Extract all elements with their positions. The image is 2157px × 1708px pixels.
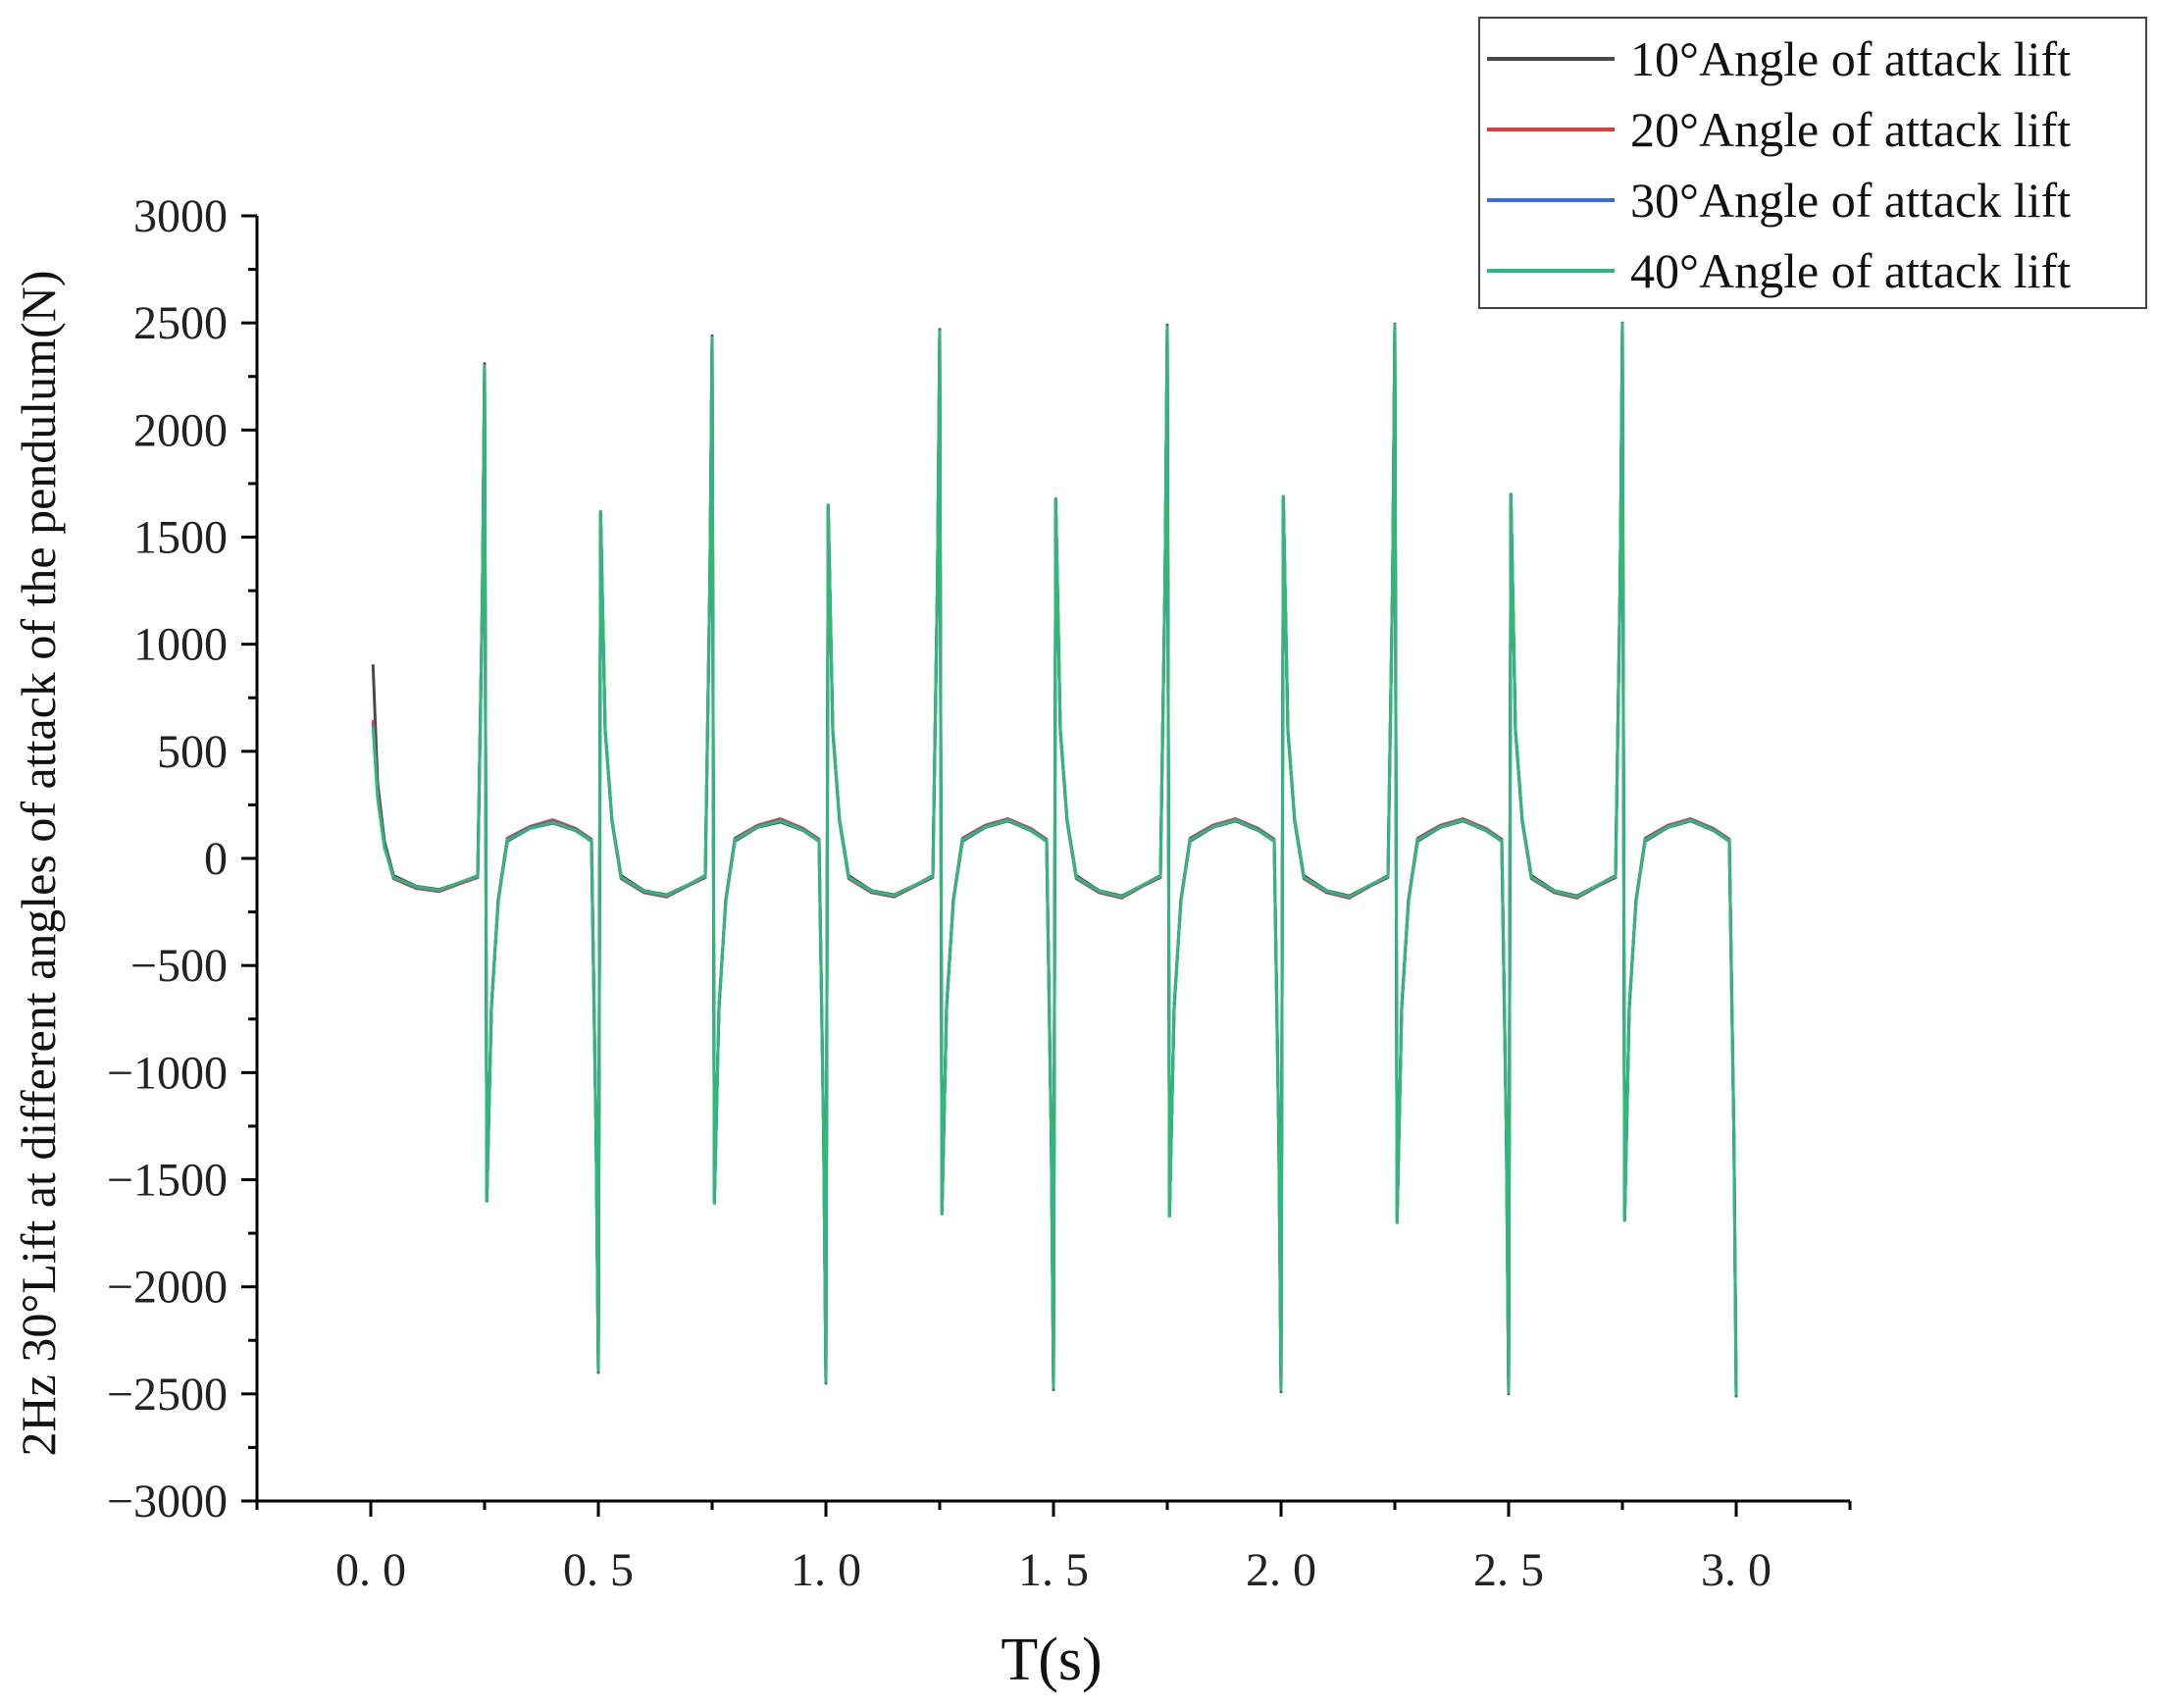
x-axis-title: T(s) [1001,1627,1102,1693]
y-tick-label: −500 [130,940,228,992]
y-tick-label: −1500 [107,1155,228,1207]
y-tick-label: 2000 [133,404,228,456]
y-tick-label: 1000 [133,619,228,671]
axes-group [241,214,1852,1517]
x-tick-label: 2. 0 [1246,1544,1316,1596]
y-tick-label: 500 [157,726,228,778]
legend-box [1478,17,2147,309]
legend-label-1: 10°Angle of attack lift [1630,31,2071,86]
x-tick-label: 1. 0 [791,1544,861,1596]
y-axis-title: 2Hz 30°Lift at different angles of attac… [11,271,66,1457]
y-tick-label: 1500 [133,512,228,564]
y-tick-label: −1000 [107,1047,228,1099]
plot-series-group [371,321,1738,1398]
x-tick-label: 0. 0 [335,1544,406,1596]
y-tick-label: −2000 [107,1262,228,1314]
x-tick-label: 2. 5 [1473,1544,1544,1596]
x-tick-labels: 0. 0 0. 5 1. 0 1. 5 2. 0 2. 5 3. 0 [335,1544,1772,1596]
y-tick-label: −2500 [107,1369,228,1421]
legend-label-2: 20°Angle of attack lift [1630,102,2071,157]
series-line-4 [371,322,1738,1396]
x-tick-label: 1. 5 [1018,1544,1089,1596]
y-tick-label: −3000 [107,1475,228,1527]
x-tick-label: 0. 5 [563,1544,634,1596]
legend-label-3: 30°Angle of attack lift [1630,173,2071,228]
y-tick-label: 2500 [133,297,228,349]
legend-items: 10°Angle of attack lift 20°Angle of attac… [1487,31,2071,298]
x-tick-label: 3. 0 [1701,1544,1772,1596]
y-tick-label: 3000 [133,190,228,242]
legend: 10°Angle of attack lift 20°Angle of attac… [1478,17,2147,309]
y-tick-label: 0 [204,833,228,885]
y-tick-labels: 3000 2500 2000 1500 1000 500 0 −500 −1000 −1500 −2… [107,190,228,1527]
legend-label-4: 40°Angle of attack lift [1630,243,2071,298]
